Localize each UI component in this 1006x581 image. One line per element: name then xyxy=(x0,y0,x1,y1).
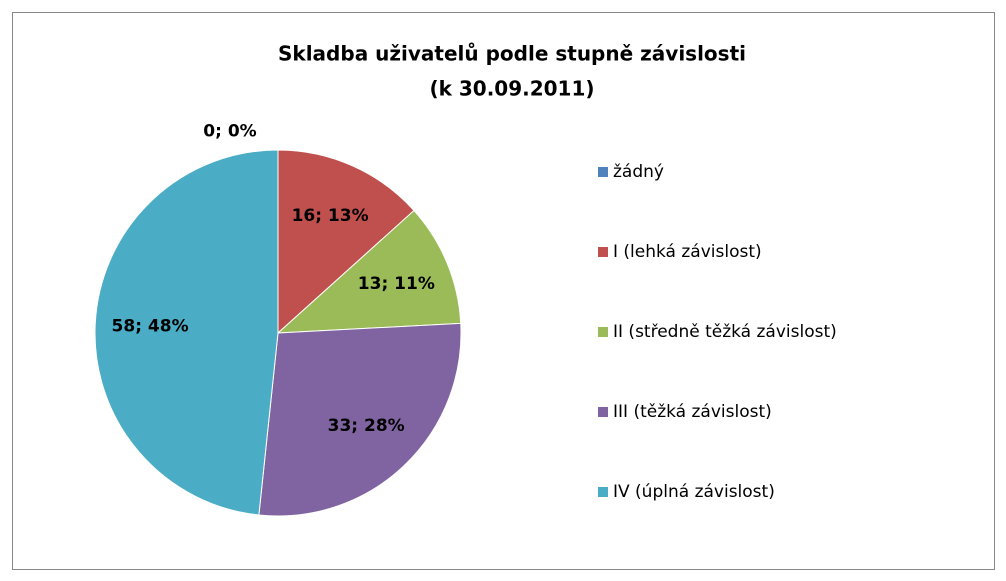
data-label: 0; 0% xyxy=(203,122,256,142)
data-label: 33; 28% xyxy=(328,416,405,436)
pie-slice xyxy=(258,322,462,517)
legend-swatch xyxy=(598,487,608,497)
chart-title: Skladba uživatelů podle stupně závislost… xyxy=(278,42,746,66)
legend-label: II (středně těžká závislost) xyxy=(613,322,837,342)
data-label: 58; 48% xyxy=(112,316,189,336)
legend-swatch xyxy=(598,167,608,177)
chart-title: (k 30.09.2011) xyxy=(429,77,594,101)
pie-slice xyxy=(94,149,279,516)
data-label: 16; 13% xyxy=(292,206,369,226)
legend-swatch xyxy=(598,407,608,417)
legend-swatch xyxy=(598,327,608,337)
legend-label: I (lehká závislost) xyxy=(613,242,762,262)
data-label: 13; 11% xyxy=(358,274,435,294)
pie-slice xyxy=(277,149,415,335)
legend-label: žádný xyxy=(613,162,664,182)
legend-swatch xyxy=(598,247,608,257)
pie-slice xyxy=(276,209,462,334)
legend-label: III (těžká závislost) xyxy=(613,402,772,422)
legend-label: IV (úplná závislost) xyxy=(613,482,775,502)
